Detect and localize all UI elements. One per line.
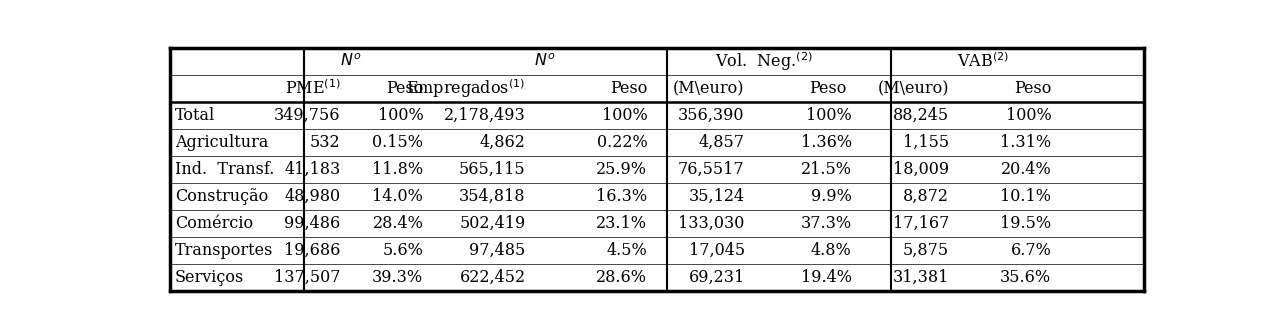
Text: 532: 532: [310, 134, 341, 151]
Text: 6.7%: 6.7%: [1010, 242, 1051, 259]
Text: 19.4%: 19.4%: [801, 269, 851, 286]
Text: PME$^{(1)}$: PME$^{(1)}$: [285, 79, 341, 98]
Text: 622,452: 622,452: [459, 269, 526, 286]
Text: $N^o$: $N^o$: [535, 53, 556, 70]
Text: (M\euro): (M\euro): [673, 80, 745, 97]
Text: Agricultura: Agricultura: [176, 134, 268, 151]
Text: 502,419: 502,419: [459, 215, 526, 232]
Text: 41,183: 41,183: [285, 161, 341, 178]
Text: 100%: 100%: [378, 107, 423, 124]
Text: 19.5%: 19.5%: [1000, 215, 1051, 232]
Text: 1.36%: 1.36%: [801, 134, 851, 151]
Text: 349,756: 349,756: [274, 107, 341, 124]
Text: 354,818: 354,818: [459, 188, 526, 205]
Text: 1.31%: 1.31%: [1000, 134, 1051, 151]
Text: 35,124: 35,124: [688, 188, 745, 205]
Text: Vol.  Neg.$^{(2)}$: Vol. Neg.$^{(2)}$: [715, 50, 813, 73]
Text: Peso: Peso: [1014, 80, 1051, 97]
Text: 99,486: 99,486: [285, 215, 341, 232]
Text: Empregados$^{(1)}$: Empregados$^{(1)}$: [406, 77, 526, 100]
Text: $N^o$: $N^o$: [340, 53, 362, 70]
Text: 100%: 100%: [1005, 107, 1051, 124]
Text: Total: Total: [176, 107, 215, 124]
Text: 8,872: 8,872: [903, 188, 949, 205]
Text: 4.8%: 4.8%: [812, 242, 851, 259]
Text: 133,030: 133,030: [678, 215, 745, 232]
Text: 28.6%: 28.6%: [596, 269, 647, 286]
Text: Construção: Construção: [176, 188, 268, 205]
Text: 17,167: 17,167: [892, 215, 949, 232]
Text: 100%: 100%: [601, 107, 647, 124]
Text: 18,009: 18,009: [894, 161, 949, 178]
Text: 23.1%: 23.1%: [596, 215, 647, 232]
Text: 37.3%: 37.3%: [801, 215, 851, 232]
Text: 0.22%: 0.22%: [596, 134, 647, 151]
Text: 10.1%: 10.1%: [1000, 188, 1051, 205]
Text: 28.4%: 28.4%: [373, 215, 423, 232]
Text: 25.9%: 25.9%: [596, 161, 647, 178]
Text: 97,485: 97,485: [469, 242, 526, 259]
Text: 4.5%: 4.5%: [606, 242, 647, 259]
Text: 69,231: 69,231: [688, 269, 745, 286]
Text: VAB$^{(2)}$: VAB$^{(2)}$: [958, 52, 1009, 71]
Text: 11.8%: 11.8%: [372, 161, 423, 178]
Text: 4,862: 4,862: [479, 134, 526, 151]
Text: 39.3%: 39.3%: [372, 269, 423, 286]
Text: Peso: Peso: [809, 80, 847, 97]
Text: 9.9%: 9.9%: [812, 188, 851, 205]
Text: 16.3%: 16.3%: [596, 188, 647, 205]
Text: 2,178,493: 2,178,493: [444, 107, 526, 124]
Text: Comércio: Comércio: [176, 215, 253, 232]
Text: 356,390: 356,390: [678, 107, 745, 124]
Text: 31,381: 31,381: [892, 269, 949, 286]
Text: 100%: 100%: [806, 107, 851, 124]
Text: 5,875: 5,875: [903, 242, 949, 259]
Text: 4,857: 4,857: [699, 134, 745, 151]
Text: 565,115: 565,115: [459, 161, 526, 178]
Text: 5.6%: 5.6%: [382, 242, 423, 259]
Text: Peso: Peso: [610, 80, 647, 97]
Text: Serviços: Serviços: [176, 269, 245, 286]
Text: Peso: Peso: [386, 80, 423, 97]
Text: 137,507: 137,507: [274, 269, 341, 286]
Text: 17,045: 17,045: [688, 242, 745, 259]
Text: Ind.  Transf.: Ind. Transf.: [176, 161, 274, 178]
Text: 1,155: 1,155: [903, 134, 949, 151]
Text: 88,245: 88,245: [894, 107, 949, 124]
Text: 35.6%: 35.6%: [1000, 269, 1051, 286]
Text: 48,980: 48,980: [285, 188, 341, 205]
Text: 14.0%: 14.0%: [373, 188, 423, 205]
Text: (M\euro): (M\euro): [878, 80, 949, 97]
Text: 21.5%: 21.5%: [801, 161, 851, 178]
Text: 76,5517: 76,5517: [678, 161, 745, 178]
Text: 20.4%: 20.4%: [1001, 161, 1051, 178]
Text: 19,686: 19,686: [285, 242, 341, 259]
Text: 0.15%: 0.15%: [372, 134, 423, 151]
Text: Transportes: Transportes: [176, 242, 273, 259]
